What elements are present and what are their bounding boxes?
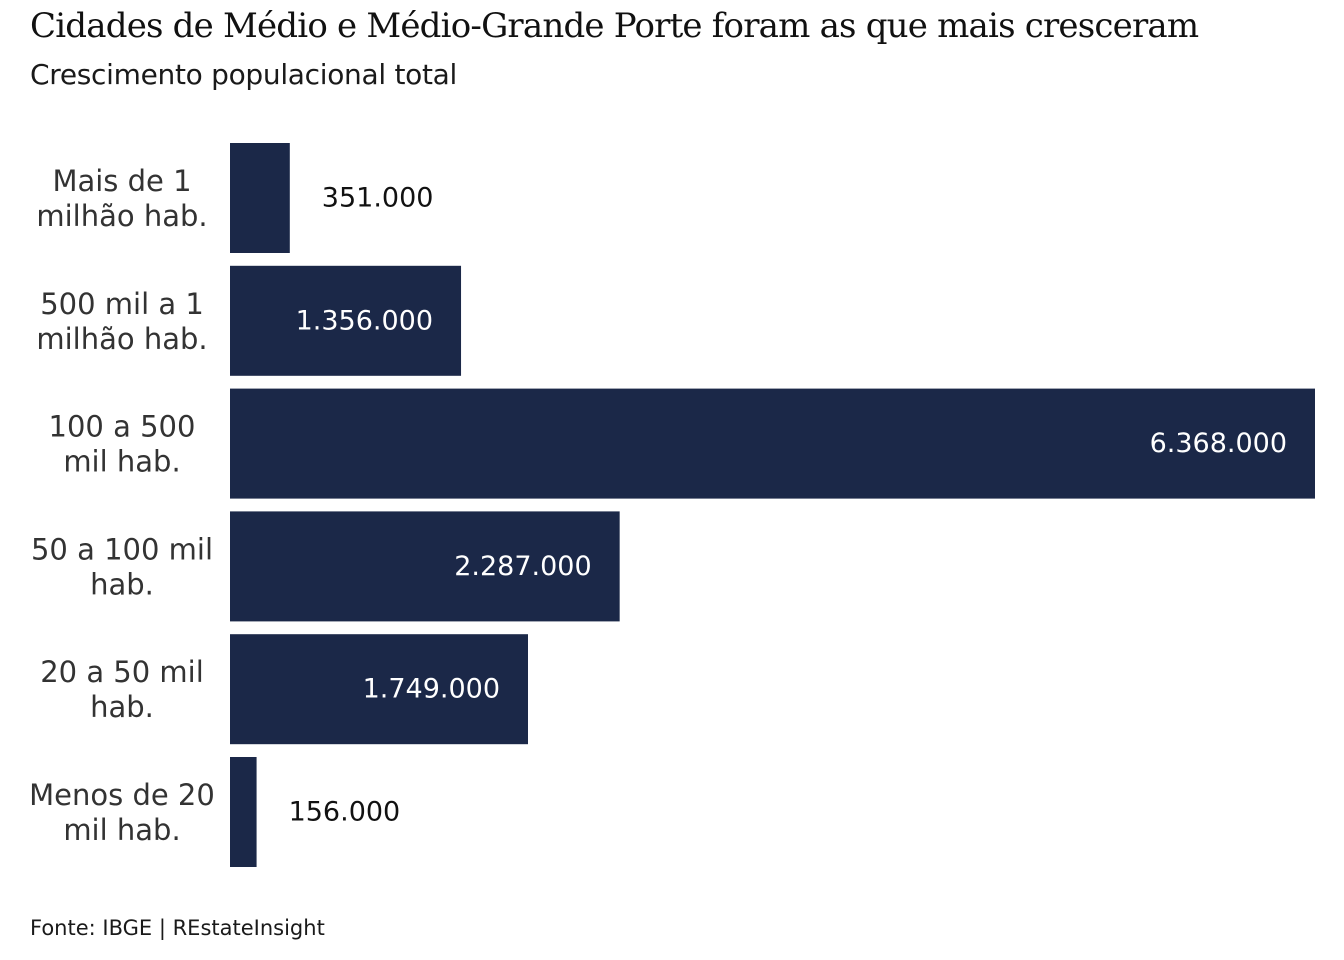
category-label-line: mil hab. [63,813,180,847]
value-label: 2.287.000 [454,551,591,582]
category-label-line: hab. [90,567,154,601]
category-label-line: 500 mil a 1 [40,287,204,321]
value-label: 351.000 [322,183,434,214]
category-label-line: milhão hab. [36,322,207,356]
category-label: 500 mil a 1 milhão hab. [36,287,207,356]
category-label: 20 a 50 mil hab. [40,655,204,724]
category-label-line: Menos de 20 [29,778,215,812]
value-label: 156.000 [289,797,401,828]
bar [230,143,290,253]
bar [230,265,462,376]
category-label: 100 a 500 mil hab. [49,410,196,479]
value-label: 1.749.000 [363,674,500,705]
source-note: Fonte: IBGE | REstateInsight [30,916,325,940]
category-label-line: 100 a 500 [49,410,196,444]
bar [230,757,257,867]
category-label-line: 20 a 50 mil [40,655,204,689]
category-label-line: hab. [90,690,154,724]
category-label: 50 a 100 mil hab. [31,532,213,601]
category-label-line: Mais de 1 [52,164,191,198]
category-label-line: milhão hab. [36,199,207,233]
category-label-line: mil hab. [63,445,180,479]
bar [230,634,529,745]
value-label: 1.356.000 [296,305,433,336]
category-label-line: 50 a 100 mil [31,532,213,566]
category-label: Menos de 20 mil hab. [29,778,215,847]
bar [230,388,1315,499]
chart-subtitle: Crescimento populacional total [30,58,457,91]
category-label: Mais de 1 milhão hab. [36,164,207,233]
bar [230,511,620,622]
chart-title: Cidades de Médio e Médio-Grande Porte fo… [30,6,1199,46]
value-label: 6.368.000 [1150,428,1287,459]
